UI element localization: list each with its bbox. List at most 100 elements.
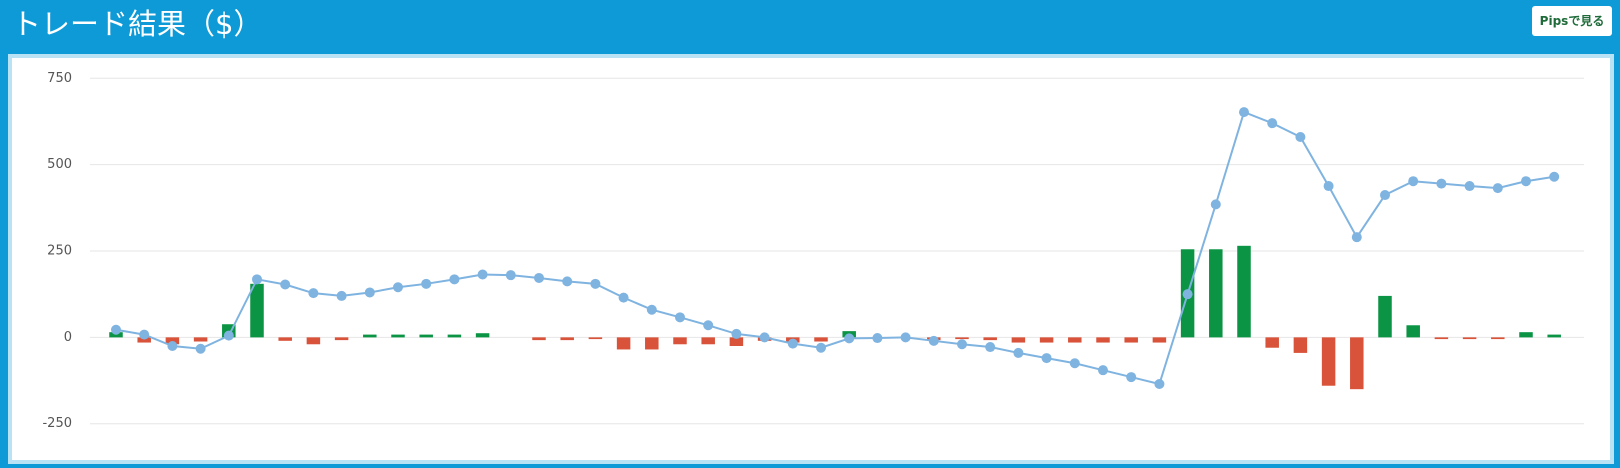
- bar: [1462, 337, 1477, 340]
- bar: [137, 337, 151, 343]
- line-point: [1267, 118, 1278, 129]
- line-point: [957, 339, 967, 350]
- line-point: [111, 324, 121, 335]
- bar: [1491, 337, 1505, 340]
- line-point: [393, 282, 403, 293]
- bar: [1096, 337, 1110, 343]
- y-tick-label: 250: [47, 244, 72, 259]
- line-point: [872, 333, 883, 344]
- line-point: [618, 292, 629, 303]
- line-point: [703, 320, 714, 331]
- bar: [278, 337, 292, 341]
- line-point: [1182, 289, 1193, 300]
- y-tick-label: 500: [47, 157, 72, 172]
- bar: [588, 337, 603, 340]
- line-point: [505, 270, 516, 281]
- line-point: [421, 278, 432, 289]
- bar: [616, 337, 631, 350]
- bar: [250, 283, 264, 338]
- line-point: [787, 338, 798, 349]
- line-point: [336, 290, 347, 301]
- bar: [1350, 337, 1364, 390]
- line-point: [195, 343, 206, 354]
- line-point: [562, 276, 573, 287]
- line-point: [308, 288, 319, 299]
- bar: [1406, 325, 1420, 338]
- line-point: [1521, 176, 1531, 187]
- bar: [1434, 337, 1449, 340]
- bar: [814, 337, 828, 342]
- bar: [983, 337, 997, 341]
- bar: [1547, 334, 1561, 338]
- line-point: [1492, 183, 1503, 194]
- line-point: [1041, 353, 1052, 364]
- bar: [701, 337, 715, 345]
- line-point: [759, 332, 770, 343]
- line-point: [1380, 190, 1390, 201]
- bar: [645, 337, 659, 350]
- line-point: [477, 269, 488, 280]
- line-point: [534, 272, 544, 283]
- bar: [1152, 337, 1167, 343]
- bar: [1378, 295, 1392, 338]
- line-point: [816, 342, 826, 353]
- bar: [165, 337, 180, 345]
- line-point: [731, 328, 742, 339]
- line: [115, 110, 1555, 386]
- bar: [1293, 337, 1308, 353]
- line-point: [928, 335, 939, 346]
- bar: [334, 337, 349, 341]
- bar: [419, 334, 433, 338]
- y-tick-label: -250: [42, 416, 72, 431]
- bar: [1519, 332, 1533, 338]
- line-point: [1069, 358, 1080, 369]
- bar: [1321, 337, 1336, 386]
- bar: [1011, 337, 1026, 343]
- line-point: [1013, 347, 1024, 358]
- line-point: [139, 329, 150, 340]
- line-point: [167, 341, 178, 351]
- bar: [1039, 337, 1054, 343]
- bar: [1265, 337, 1279, 348]
- line-point: [1239, 107, 1249, 118]
- line-point: [223, 330, 234, 341]
- line-point: [590, 278, 601, 289]
- line-point: [252, 274, 262, 285]
- line-point: [1126, 372, 1137, 383]
- bar: [1068, 337, 1082, 343]
- line-point: [985, 342, 996, 353]
- line-point: [844, 333, 855, 344]
- page-title: トレード結果（$）: [12, 7, 263, 41]
- pips-button[interactable]: Pipsで見る: [1532, 6, 1612, 36]
- y-tick-label: 750: [47, 71, 72, 86]
- line-point: [900, 332, 911, 343]
- line-point: [1408, 176, 1419, 187]
- bar: [306, 337, 321, 345]
- line-point: [1464, 181, 1475, 192]
- bar: [1237, 245, 1251, 338]
- line-point: [364, 287, 375, 298]
- line-point: [280, 279, 291, 290]
- y-tick-label: 0: [64, 330, 72, 345]
- line-point: [1295, 132, 1306, 142]
- chart-panel: -250 0 250 500 750: [8, 54, 1614, 464]
- bar: [363, 334, 377, 338]
- bar: [1124, 337, 1138, 343]
- line-point: [1549, 171, 1560, 182]
- chart: -250 0 250 500 750: [42, 71, 1584, 431]
- bar: [391, 334, 405, 338]
- bar: [532, 337, 546, 341]
- bar: [109, 332, 123, 338]
- line-point: [1098, 365, 1108, 376]
- bar: [560, 337, 574, 341]
- line-point: [1436, 178, 1447, 189]
- line-point: [1323, 181, 1334, 192]
- line-point: [646, 304, 657, 315]
- bar: [193, 337, 208, 342]
- line-point: [449, 274, 460, 285]
- line-point: [1154, 379, 1165, 389]
- bar: [673, 337, 687, 345]
- bar: [1209, 249, 1223, 338]
- bar: [447, 334, 462, 338]
